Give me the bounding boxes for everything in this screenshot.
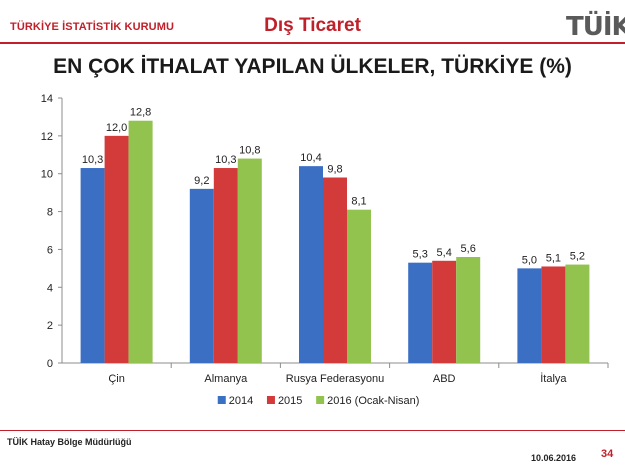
x-tick-label: İtalya bbox=[540, 372, 567, 385]
bar bbox=[347, 209, 371, 363]
y-tick-label: 8 bbox=[47, 207, 53, 219]
bar bbox=[541, 266, 566, 363]
legend-swatch bbox=[217, 396, 226, 404]
data-label: 9,2 bbox=[194, 175, 209, 187]
bar bbox=[323, 177, 347, 363]
x-tick-label: Çin bbox=[108, 373, 125, 385]
data-label: 10,3 bbox=[215, 154, 236, 166]
bar bbox=[189, 188, 214, 363]
x-tick-label: Almanya bbox=[204, 373, 248, 385]
data-label: 12,0 bbox=[106, 122, 127, 134]
y-tick-label: 12 bbox=[41, 131, 53, 143]
y-tick-label: 0 bbox=[47, 358, 53, 370]
section-title: Dış Ticaret bbox=[264, 15, 361, 36]
bar bbox=[237, 158, 262, 363]
footer-date: 10.06.2016 bbox=[531, 453, 577, 463]
data-label: 9,8 bbox=[327, 164, 342, 176]
data-label: 8,1 bbox=[351, 196, 366, 208]
legend-swatch bbox=[266, 396, 275, 404]
data-label: 10,4 bbox=[300, 152, 321, 164]
bar-chart: 0 2 4 6 8 10 12 14 Çin 10,3 12,012,8 Almanya 9,2 10,3… bbox=[41, 93, 609, 407]
data-label: 5,0 bbox=[522, 254, 537, 266]
bar bbox=[408, 262, 433, 363]
legend-swatch bbox=[316, 396, 325, 404]
data-label: 10,3 bbox=[82, 154, 103, 166]
y-tick-label: 14 bbox=[41, 93, 53, 105]
bar bbox=[432, 260, 457, 363]
bar bbox=[299, 166, 323, 363]
legend-label: 2014 bbox=[229, 395, 253, 407]
bar bbox=[213, 168, 238, 363]
tuik-logo: TÜİK bbox=[566, 12, 625, 42]
bar bbox=[517, 268, 542, 363]
legend-label: 2016 (Ocak-Nisan) bbox=[327, 395, 419, 407]
bar bbox=[104, 135, 129, 363]
footer-divider bbox=[0, 430, 625, 431]
bar bbox=[565, 264, 590, 363]
footer-office: TÜİK Hatay Bölge Müdürlüğü bbox=[7, 437, 132, 447]
page-number: 34 bbox=[601, 448, 614, 460]
chart-title: EN ÇOK İTHALAT YAPILAN ÜLKELER, TÜRKİYE … bbox=[53, 55, 572, 78]
x-tick-label: Rusya Federasyonu bbox=[286, 373, 384, 385]
data-label: 5,2 bbox=[570, 251, 585, 263]
legend-label: 2015 bbox=[278, 395, 302, 407]
data-label: 5,1 bbox=[546, 252, 561, 264]
bar bbox=[128, 120, 153, 363]
bar bbox=[456, 257, 481, 363]
data-label: 5,3 bbox=[413, 249, 428, 261]
bar bbox=[80, 168, 105, 363]
data-label: 5,4 bbox=[437, 247, 452, 259]
y-tick-label: 4 bbox=[47, 282, 53, 294]
x-tick-label: ABD bbox=[433, 373, 456, 385]
data-label: 12,8 bbox=[130, 107, 151, 119]
y-tick-label: 10 bbox=[41, 169, 53, 181]
y-tick-label: 6 bbox=[47, 244, 53, 256]
data-label: 5,6 bbox=[461, 243, 476, 255]
org-name: TÜRKİYE İSTATİSTİK KURUMU bbox=[10, 21, 175, 33]
y-tick-label: 2 bbox=[47, 320, 53, 332]
slide-header: TÜRKİYE İSTATİSTİK KURUMU Dış Ticaret TÜ… bbox=[0, 0, 625, 44]
data-label: 10,8 bbox=[239, 145, 260, 157]
header-divider bbox=[0, 42, 625, 44]
